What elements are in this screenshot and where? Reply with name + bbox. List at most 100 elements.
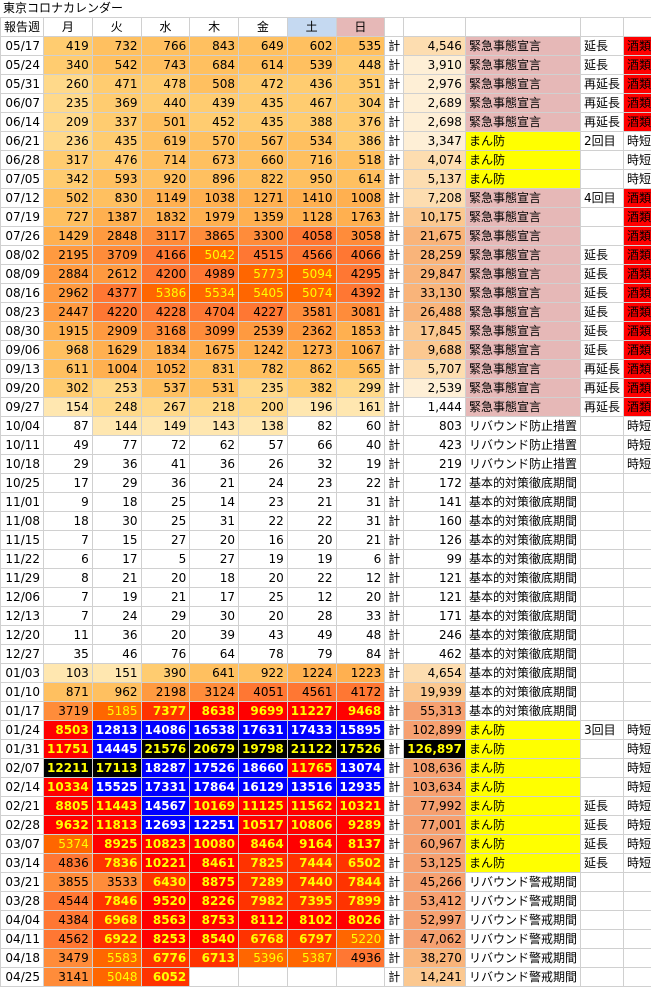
daily-count: 40 (336, 436, 385, 455)
daily-count: 15895 (336, 721, 385, 740)
daily-count: 302 (44, 379, 93, 398)
daily-count: 25 (141, 512, 190, 531)
daily-count: 253 (92, 379, 141, 398)
daily-count: 1149 (141, 189, 190, 208)
alcohol-restriction (623, 968, 651, 987)
weekly-total: 423 (404, 436, 466, 455)
daily-count: 1429 (44, 227, 93, 246)
measure-status: 緊急事態宣言 (465, 56, 580, 75)
weekly-total: 103,634 (404, 778, 466, 797)
daily-count: 22 (336, 474, 385, 493)
total-label: 計 (385, 417, 404, 436)
measure-status: まん防 (465, 854, 580, 873)
daily-count: 476 (92, 151, 141, 170)
total-label: 計 (385, 493, 404, 512)
measure-note (580, 531, 623, 550)
daily-count: 5386 (141, 284, 190, 303)
daily-count: 6052 (141, 968, 190, 987)
alcohol-restriction (623, 911, 651, 930)
daily-count: 9520 (141, 892, 190, 911)
total-label: 計 (385, 322, 404, 341)
daily-count: 39 (190, 626, 239, 645)
daily-count: 21 (92, 569, 141, 588)
daily-count: 17631 (239, 721, 288, 740)
week-start: 12/06 (1, 588, 44, 607)
daily-count: 5387 (287, 949, 336, 968)
daily-count: 9632 (44, 816, 93, 835)
daily-count: 614 (239, 56, 288, 75)
daily-count: 22 (287, 512, 336, 531)
weekly-total: 5,137 (404, 170, 466, 189)
daily-count: 72 (141, 436, 190, 455)
daily-count: 49 (44, 436, 93, 455)
sheet-title: 東京コロナカレンダー (0, 0, 651, 17)
total-label: 計 (385, 645, 404, 664)
daily-count: 922 (239, 664, 288, 683)
daily-count: 21576 (141, 740, 190, 759)
measure-status: 緊急事態宣言 (465, 341, 580, 360)
daily-count: 10221 (141, 854, 190, 873)
daily-count: 5220 (336, 930, 385, 949)
measure-status: リバウンド警戒期間 (465, 892, 580, 911)
daily-count: 21 (141, 588, 190, 607)
daily-count: 435 (92, 132, 141, 151)
day-header-sat: 土 (287, 18, 336, 37)
weekly-total: 7,208 (404, 189, 466, 208)
measure-note (580, 683, 623, 702)
total-label: 計 (385, 550, 404, 569)
daily-count: 11751 (44, 740, 93, 759)
measure-note (580, 588, 623, 607)
measure-status: まん防 (465, 816, 580, 835)
daily-count: 9289 (336, 816, 385, 835)
measure-note (580, 911, 623, 930)
measure-status: 基本的対策徹底期間 (465, 569, 580, 588)
daily-count: 7836 (92, 854, 141, 873)
daily-count: 17526 (190, 759, 239, 778)
weekly-total: 9,688 (404, 341, 466, 360)
alcohol-restriction (623, 550, 651, 569)
daily-count: 8461 (190, 854, 239, 873)
week-start: 04/18 (1, 949, 44, 968)
measure-status: 基本的対策徹底期間 (465, 702, 580, 721)
daily-count: 48 (336, 626, 385, 645)
measure-note (580, 759, 623, 778)
daily-count: 830 (92, 189, 141, 208)
daily-count: 19 (239, 550, 288, 569)
week-start: 06/28 (1, 151, 44, 170)
daily-count: 1979 (190, 208, 239, 227)
daily-count: 871 (44, 683, 93, 702)
daily-count: 619 (141, 132, 190, 151)
weekly-total: 171 (404, 607, 466, 626)
week-start: 08/16 (1, 284, 44, 303)
measure-status: 基本的対策徹底期間 (465, 493, 580, 512)
daily-count: 4051 (239, 683, 288, 702)
daily-count: 2362 (287, 322, 336, 341)
measure-status: まん防 (465, 132, 580, 151)
daily-count: 4200 (141, 265, 190, 284)
daily-count: 4936 (336, 949, 385, 968)
daily-count: 3124 (190, 683, 239, 702)
daily-count: 18287 (141, 759, 190, 778)
daily-count: 7 (44, 588, 93, 607)
measure-note (580, 436, 623, 455)
daily-count: 962 (92, 683, 141, 702)
week-start: 08/30 (1, 322, 44, 341)
alcohol-restriction (623, 664, 651, 683)
daily-count: 8137 (336, 835, 385, 854)
total-label: 計 (385, 474, 404, 493)
measure-note: 延長 (580, 303, 623, 322)
weekly-total: 19,939 (404, 683, 466, 702)
measure-note: 再延長 (580, 113, 623, 132)
measure-note (580, 778, 623, 797)
measure-note (580, 512, 623, 531)
measure-note: 2回目 (580, 132, 623, 151)
daily-count: 5094 (287, 265, 336, 284)
total-label: 計 (385, 721, 404, 740)
